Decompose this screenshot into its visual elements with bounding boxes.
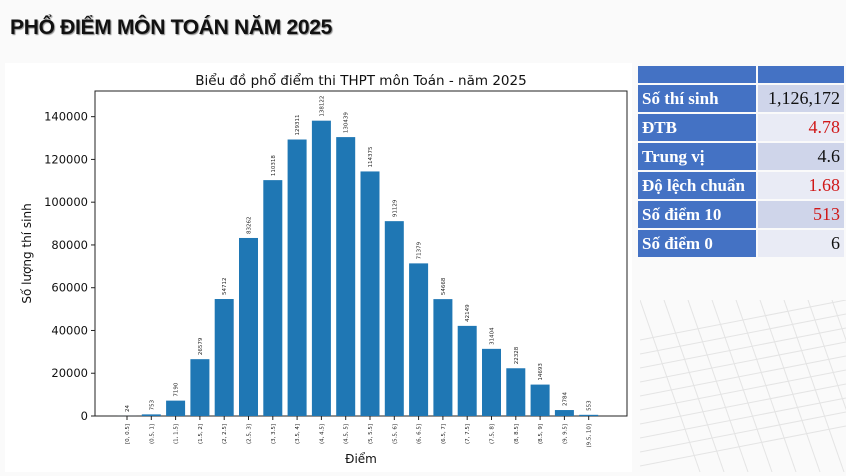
header-cell: [758, 66, 844, 83]
y-axis-label: Số lượng thí sinh: [20, 203, 34, 303]
x-tick-label: (9.5, 10]: [587, 424, 593, 448]
stat-label: ĐTB: [638, 114, 756, 141]
bar: [239, 238, 258, 416]
data-label: 753: [149, 399, 155, 410]
x-tick-label: (7, 7.5]: [465, 424, 471, 444]
bar: [482, 349, 501, 416]
stat-value: 4.6: [758, 143, 844, 170]
data-label: 138122: [319, 96, 325, 117]
bar: [433, 299, 452, 416]
y-tick-label: 60000: [51, 281, 88, 295]
x-tick-label: [0, 0.5]: [125, 424, 131, 444]
x-tick-label: (6, 6.5]: [417, 424, 423, 444]
chart-title: Biểu đồ phổ điểm thi THPT môn Toán - năm…: [195, 72, 526, 89]
data-label: 54668: [441, 277, 447, 295]
x-tick-label: (5, 5.5]: [368, 424, 374, 444]
data-label: 553: [587, 400, 593, 411]
stat-value: 1.68: [758, 172, 844, 199]
x-tick-label: (6.5, 7]: [441, 424, 447, 444]
x-tick-label: (5.5, 6]: [392, 424, 398, 444]
bar: [531, 385, 550, 416]
page-title: PHỔ ĐIỂM MÔN TOÁN NĂM 2025: [10, 16, 332, 40]
data-label: 54712: [222, 278, 228, 296]
bar: [361, 171, 380, 416]
bar: [458, 326, 477, 416]
stat-value: 1,126,172: [758, 85, 844, 112]
bar: [555, 410, 574, 416]
x-axis-label: Điểm: [345, 452, 377, 466]
stat-label: Số thí sinh: [638, 85, 756, 112]
bar: [506, 368, 525, 416]
data-label: 24: [125, 404, 131, 411]
bar: [579, 415, 598, 416]
bar: [312, 121, 331, 416]
y-tick-label: 0: [81, 409, 88, 423]
x-tick-label: (3.5, 4]: [295, 424, 301, 444]
x-tick-label: (9, 9.5]: [562, 424, 568, 444]
bar: [190, 359, 209, 416]
data-label: 110318: [271, 155, 277, 176]
chart-container: Biểu đồ phổ điểm thi THPT môn Toán - năm…: [5, 63, 632, 472]
data-label: 71379: [417, 241, 423, 259]
x-tick-label: (1.5, 2]: [198, 424, 204, 444]
header-cell: [638, 66, 756, 83]
background-grid-decoration: [640, 300, 846, 472]
data-label: 91129: [392, 199, 398, 217]
x-tick-label: (8, 8.5]: [514, 424, 520, 444]
stat-label: Độ lệch chuẩn: [638, 172, 756, 199]
bar: [263, 180, 282, 416]
bar: [336, 137, 355, 416]
bar-chart: Biểu đồ phổ điểm thi THPT môn Toán - năm…: [5, 63, 632, 472]
data-label: 130439: [344, 112, 350, 133]
x-tick-label: (2, 2.5]: [222, 424, 228, 444]
y-tick-label: 140000: [44, 110, 88, 124]
stat-label: Trung vị: [638, 143, 756, 170]
data-label: 42149: [465, 304, 471, 322]
stat-value: 513: [758, 201, 844, 228]
data-label: 114375: [368, 146, 374, 167]
x-tick-label: (3, 3.5]: [271, 424, 277, 444]
data-label: 7190: [174, 382, 180, 396]
data-label: 14693: [538, 363, 544, 381]
y-tick-label: 20000: [51, 366, 88, 380]
y-tick-label: 80000: [51, 238, 88, 252]
data-label: 2784: [562, 392, 568, 406]
bar: [288, 140, 307, 416]
x-tick-label: (7.5, 8]: [490, 424, 496, 444]
data-label: 22328: [514, 346, 520, 364]
bar: [385, 221, 404, 416]
bar: [409, 263, 428, 416]
x-tick-label: (1, 1.5]: [174, 424, 180, 444]
x-tick-label: (2.5, 3]: [247, 424, 253, 444]
stat-label: Số điểm 10: [638, 201, 756, 228]
data-label: 129311: [295, 115, 301, 136]
stats-header-row: [638, 66, 844, 83]
data-label: 31404: [490, 327, 496, 345]
y-tick-label: 120000: [44, 152, 88, 166]
bar: [166, 401, 185, 416]
y-tick-label: 40000: [51, 323, 88, 337]
x-tick-label: (4.5, 5]: [344, 424, 350, 444]
stat-value: 4.78: [758, 114, 844, 141]
bar: [142, 414, 161, 416]
x-tick-label: (0.5, 1]: [149, 424, 155, 444]
y-tick-label: 100000: [44, 195, 88, 209]
data-label: 83262: [247, 216, 253, 234]
bar: [215, 299, 234, 416]
data-label: 26579: [198, 337, 204, 355]
x-tick-label: (8.5, 9]: [538, 424, 544, 444]
x-tick-label: (4, 4.5]: [319, 424, 325, 444]
stat-value: 6: [758, 230, 844, 257]
stat-label: Số điểm 0: [638, 230, 756, 257]
